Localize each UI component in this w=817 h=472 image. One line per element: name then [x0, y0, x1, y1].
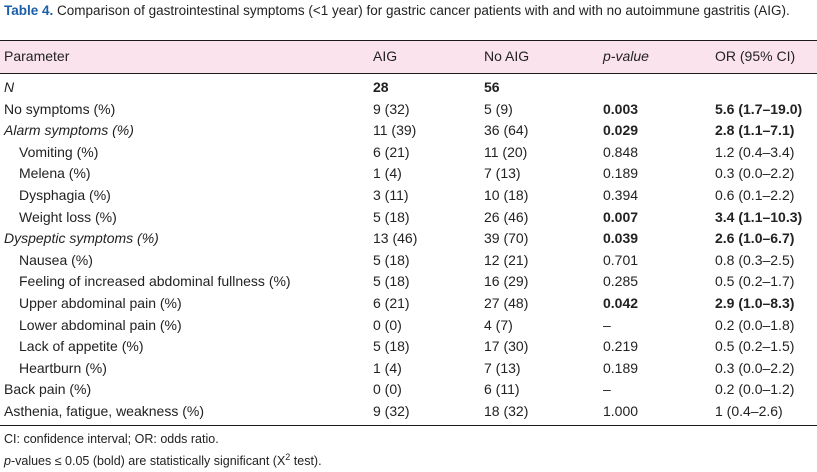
row-p-value: 1.000 [603, 403, 639, 419]
row-no-aig: 16 (29) [484, 273, 529, 289]
footnote-abbreviations: CI: confidence interval; OR: odds ratio. [4, 432, 219, 446]
row-parameter: Lower abdominal pain (%) [19, 317, 182, 333]
row-parameter: Vomiting (%) [19, 144, 99, 160]
row-no-aig: 18 (32) [484, 403, 529, 419]
row-no-aig: 39 (70) [484, 230, 529, 246]
row-or: 0.5 (0.2–1.7) [715, 273, 795, 289]
row-p-value: 0.848 [603, 144, 639, 160]
row-p-value: 0.701 [603, 252, 639, 268]
row-p-value: – [603, 317, 611, 333]
row-p-value: 0.219 [603, 338, 639, 354]
table-header-band [0, 40, 817, 73]
row-aig: 9 (32) [373, 101, 410, 117]
header-no-aig: No AIG [484, 48, 530, 64]
header-parameter: Parameter [4, 48, 70, 64]
row-no-aig: 4 (7) [484, 317, 513, 333]
row-no-aig: 7 (13) [484, 165, 521, 181]
row-parameter: Dysphagia (%) [19, 187, 111, 203]
footnote-p-letter: p [4, 454, 11, 469]
row-aig: 0 (0) [373, 317, 402, 333]
row-parameter: Melena (%) [19, 165, 91, 181]
row-aig: 6 (21) [373, 144, 410, 160]
row-parameter: Weight loss (%) [19, 209, 117, 225]
table-caption-label: Table 4. [4, 3, 54, 18]
footnote-significance-suffix: test). [290, 454, 322, 469]
row-no-aig: 10 (18) [484, 187, 529, 203]
row-aig: 28 [373, 79, 389, 95]
row-no-aig: 11 (20) [484, 144, 528, 160]
row-no-aig: 26 (46) [484, 209, 529, 225]
row-or: 0.2 (0.0–1.2) [715, 381, 795, 397]
row-or: 0.2 (0.0–1.8) [715, 317, 795, 333]
row-or: 2.6 (1.0–6.7) [715, 230, 795, 246]
header-aig: AIG [373, 48, 398, 64]
row-aig: 9 (32) [373, 403, 410, 419]
row-p-value: 0.394 [603, 187, 639, 203]
header-p-value: p-value [603, 48, 649, 64]
row-no-aig: 36 (64) [484, 122, 529, 138]
row-aig: 5 (18) [373, 209, 410, 225]
row-or: 1.2 (0.4–3.4) [715, 144, 795, 160]
row-aig: 1 (4) [373, 360, 402, 376]
footnote-superscript: 2 [285, 452, 291, 462]
header-rule [0, 73, 817, 74]
header-or: OR (95% CI) [715, 48, 796, 64]
row-p-value: 0.003 [603, 101, 639, 117]
row-or: 5.6 (1.7–19.0) [715, 101, 803, 117]
row-p-value: 0.189 [603, 360, 639, 376]
row-aig: 1 (4) [373, 165, 402, 181]
footnote-significance: p-values ≤ 0.05 (bold) are statistically… [4, 449, 322, 469]
row-or: 2.9 (1.0–8.3) [715, 295, 795, 311]
row-aig: 3 (11) [373, 187, 409, 203]
row-no-aig: 27 (48) [484, 295, 529, 311]
row-or: 2.8 (1.1–7.1) [715, 122, 795, 138]
row-parameter: Feeling of increased abdominal fullness … [19, 273, 291, 289]
row-parameter: Lack of appetite (%) [19, 338, 144, 354]
row-or: 0.3 (0.0–2.2) [715, 165, 795, 181]
row-p-value: 0.039 [603, 230, 639, 246]
row-p-value: 0.285 [603, 273, 639, 289]
row-p-value: 0.029 [603, 122, 639, 138]
row-no-aig: 56 [484, 79, 500, 95]
row-parameter: Heartburn (%) [19, 360, 107, 376]
row-parameter: Asthenia, fatigue, weakness (%) [4, 403, 204, 419]
row-no-aig: 7 (13) [484, 360, 521, 376]
row-aig: 5 (18) [373, 273, 410, 289]
row-p-value: – [603, 381, 611, 397]
row-parameter: Upper abdominal pain (%) [19, 295, 182, 311]
row-parameter: Dyspeptic symptoms (%) [4, 230, 159, 246]
row-parameter: No symptoms (%) [4, 101, 116, 117]
row-aig: 6 (21) [373, 295, 410, 311]
row-or: 0.3 (0.0–2.2) [715, 360, 795, 376]
table-caption: Table 4. Comparison of gastrointestinal … [4, 2, 813, 20]
row-p-value: 0.042 [603, 295, 639, 311]
row-no-aig: 5 (9) [484, 101, 513, 117]
top-rule [0, 40, 817, 41]
row-aig: 5 (18) [373, 252, 410, 268]
row-parameter: Nausea (%) [19, 252, 93, 268]
bottom-rule [0, 425, 817, 426]
row-or: 0.6 (0.1–2.2) [715, 187, 795, 203]
row-or: 1 (0.4–2.6) [715, 403, 783, 419]
row-or: 3.4 (1.1–10.3) [715, 209, 803, 225]
row-aig: 13 (46) [373, 230, 418, 246]
row-or: 0.8 (0.3–2.5) [715, 252, 795, 268]
row-parameter: N [4, 79, 15, 95]
row-or: 0.5 (0.2–1.5) [715, 338, 795, 354]
row-aig: 5 (18) [373, 338, 410, 354]
footnote-significance-text: -values ≤ 0.05 (bold) are statistically … [10, 454, 286, 469]
row-aig: 0 (0) [373, 381, 402, 397]
row-p-value: 0.189 [603, 165, 639, 181]
row-p-value: 0.007 [603, 209, 639, 225]
row-no-aig: 6 (11) [484, 381, 520, 397]
row-parameter: Back pain (%) [4, 381, 92, 397]
row-no-aig: 12 (21) [484, 252, 529, 268]
table-caption-text: Comparison of gastrointestinal symptoms … [57, 3, 790, 18]
row-no-aig: 17 (30) [484, 338, 529, 354]
row-parameter: Alarm symptoms (%) [4, 122, 134, 138]
row-aig: 11 (39) [373, 122, 417, 138]
